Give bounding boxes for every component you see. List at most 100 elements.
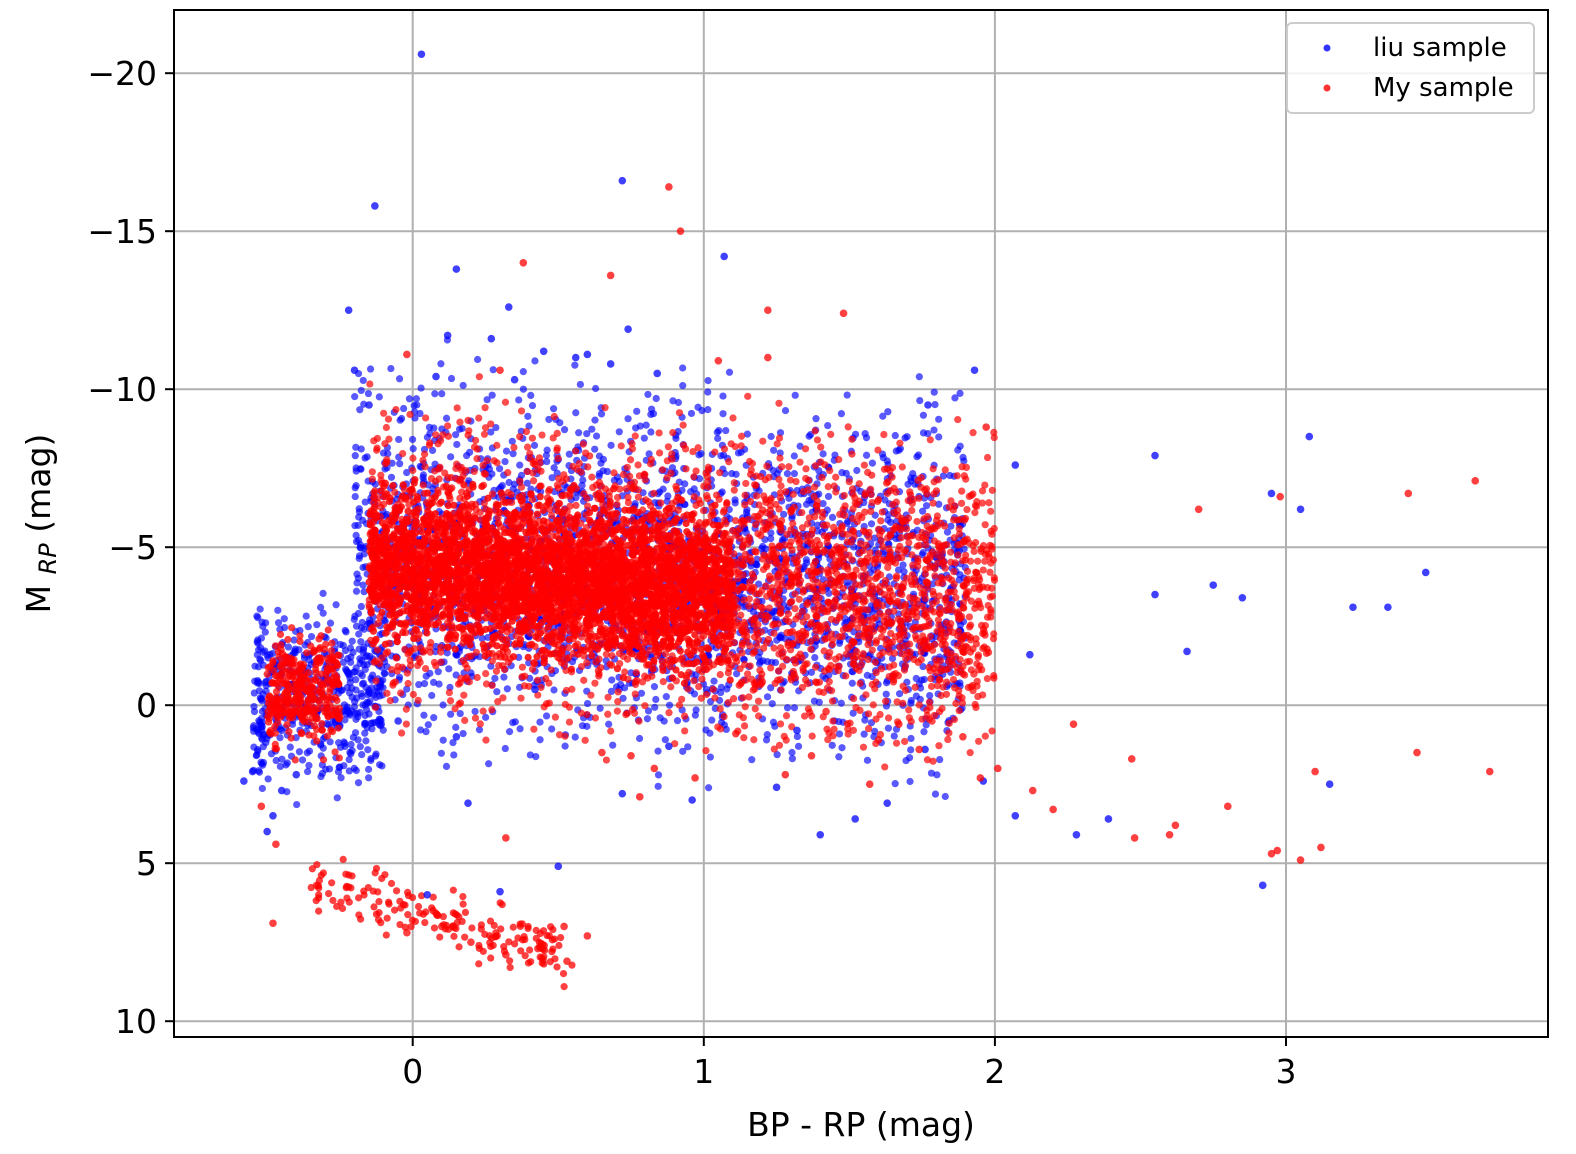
scatter-point	[1028, 786, 1037, 795]
scatter-point	[691, 774, 699, 782]
scatter-point	[417, 50, 426, 59]
scatter-point	[443, 331, 452, 340]
scatter-point	[627, 751, 635, 760]
scatter-point	[571, 353, 580, 362]
scatter-point	[1413, 748, 1421, 757]
scatter-point	[1049, 805, 1057, 814]
scatter-point	[1171, 821, 1180, 830]
scatter-point	[1325, 780, 1334, 788]
scatter-point	[502, 951, 510, 959]
scatter-point	[1267, 849, 1276, 858]
scatter-point	[764, 306, 772, 315]
scatter-point	[365, 401, 373, 409]
y-tick-label: −5	[108, 528, 157, 567]
scatter-point	[504, 303, 513, 311]
scatter-point	[839, 309, 848, 318]
scatter-point	[403, 928, 411, 937]
scatter-point	[714, 356, 723, 365]
scatter-point	[496, 887, 504, 896]
y-axis-label-subscript: RP	[34, 543, 62, 575]
series-1-points	[257, 183, 1494, 965]
scatter-point	[976, 774, 985, 782]
scatter-point	[1296, 856, 1305, 864]
scatter-point	[531, 685, 539, 694]
scatter-point	[272, 840, 280, 849]
scatter-point	[269, 812, 277, 820]
scatter-point	[772, 783, 781, 792]
scatter-point	[277, 786, 286, 795]
scatter-point	[1130, 834, 1139, 842]
scatter-point	[793, 726, 801, 735]
scatter-point	[534, 944, 542, 953]
scatter-point	[438, 922, 446, 931]
scatter-point	[263, 827, 271, 836]
scatter-point	[583, 932, 592, 940]
scatter-point	[554, 862, 563, 871]
scatter-point	[1183, 647, 1191, 656]
scatter-point	[606, 360, 615, 368]
scatter-point	[994, 764, 1002, 773]
scatter-point	[560, 922, 568, 931]
scatter-point	[452, 265, 461, 273]
scatter-point	[344, 306, 353, 315]
scatter-point	[1317, 843, 1325, 852]
y-tick-label: −20	[87, 54, 157, 93]
scatter-point	[1485, 767, 1494, 776]
scatter-point	[1384, 603, 1392, 612]
scatter-point	[1471, 477, 1480, 485]
scatter-point	[895, 720, 903, 728]
legend-marker-my-sample	[1323, 84, 1331, 92]
scatter-point	[403, 350, 411, 359]
scatter-point	[269, 919, 277, 928]
scatter-point	[496, 366, 504, 375]
plot-frame	[173, 9, 1549, 1038]
scatter-point	[1151, 590, 1159, 599]
x-tick-label: 1	[693, 1052, 714, 1091]
scatter-point	[350, 366, 359, 375]
legend-box	[1286, 22, 1535, 114]
x-tick-label: 3	[1276, 1052, 1297, 1091]
x-tick-label: 2	[984, 1052, 1005, 1091]
scatter-point	[1267, 489, 1276, 498]
scatter-point	[720, 252, 728, 261]
scatter-point	[653, 369, 662, 378]
scatter-point	[312, 881, 321, 890]
dense-cluster	[307, 855, 576, 991]
scatter-point	[1349, 603, 1357, 612]
y-axis-label-unit: (mag)	[19, 434, 58, 533]
y-axis-label: M RP (mag)	[19, 434, 64, 614]
scatter-point	[606, 271, 615, 280]
scatter-point	[865, 780, 874, 788]
scatter-point	[502, 834, 510, 842]
scatter-points	[240, 50, 1494, 991]
scatter-point	[665, 183, 673, 191]
legend-label-liu-sample: liu sample	[1373, 33, 1507, 63]
scatter-point	[1296, 505, 1305, 514]
y-tick-label: −10	[87, 370, 157, 409]
legend-marker-liu-sample	[1323, 44, 1331, 52]
scatter-point	[816, 830, 825, 839]
scatter-point	[618, 789, 627, 798]
grid	[174, 10, 1548, 1037]
scatter-point	[624, 325, 632, 333]
scatter-point	[764, 353, 772, 362]
x-axis-label: BP - RP (mag)	[747, 1105, 975, 1144]
scatter-point	[650, 764, 659, 773]
scatter-point	[1223, 802, 1232, 811]
scatter-point	[248, 767, 257, 776]
scatter-point	[851, 815, 859, 823]
scatter-point	[563, 957, 571, 965]
legend-label-my-sample: My sample	[1373, 73, 1514, 103]
scatter-point	[1258, 881, 1267, 890]
scatter-point	[1404, 489, 1413, 498]
y-tick-label: 5	[136, 844, 157, 883]
scatter-point	[1311, 767, 1319, 776]
scatter-point	[432, 372, 440, 381]
y-tick-label: 10	[115, 1002, 157, 1041]
legend: liu sample My sample	[1286, 22, 1535, 114]
scatter-point	[394, 717, 402, 725]
scatter-point	[423, 891, 432, 899]
scatter-point	[1273, 846, 1282, 855]
dense-cluster	[263, 624, 344, 764]
y-tick-label: −15	[87, 212, 157, 251]
